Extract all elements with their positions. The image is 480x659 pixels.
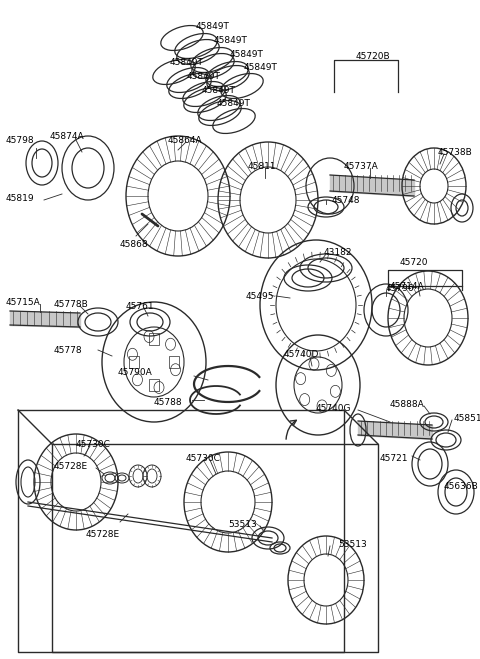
Text: 45849T: 45849T bbox=[202, 86, 236, 95]
Text: 45849T: 45849T bbox=[230, 50, 264, 59]
Text: 45849T: 45849T bbox=[214, 36, 248, 45]
Text: 45740G: 45740G bbox=[316, 404, 351, 413]
Text: 45737A: 45737A bbox=[344, 162, 379, 171]
Text: 45819: 45819 bbox=[6, 194, 35, 203]
Text: 45738B: 45738B bbox=[438, 148, 473, 157]
Text: 45720: 45720 bbox=[400, 258, 429, 267]
Text: 45748: 45748 bbox=[332, 196, 360, 205]
Text: 45730C: 45730C bbox=[76, 440, 111, 449]
Text: 53513: 53513 bbox=[338, 540, 367, 549]
Text: 45730C: 45730C bbox=[186, 454, 221, 463]
Text: 45761: 45761 bbox=[126, 302, 155, 311]
Text: 45495: 45495 bbox=[246, 292, 275, 301]
Text: 45864A: 45864A bbox=[168, 136, 203, 145]
Text: 45811: 45811 bbox=[248, 162, 276, 171]
Text: 45851: 45851 bbox=[454, 414, 480, 423]
Text: 45888A: 45888A bbox=[390, 400, 425, 409]
Text: 45721: 45721 bbox=[380, 454, 408, 463]
Text: 45798: 45798 bbox=[6, 136, 35, 145]
Text: 45788: 45788 bbox=[154, 398, 182, 407]
Text: 45874A: 45874A bbox=[50, 132, 84, 141]
Bar bbox=[169, 356, 179, 368]
Bar bbox=[149, 379, 159, 391]
Text: 45849T: 45849T bbox=[187, 72, 221, 81]
Text: 45849T: 45849T bbox=[244, 63, 278, 72]
Text: 45790A: 45790A bbox=[118, 368, 153, 377]
Text: 45720B: 45720B bbox=[356, 52, 391, 61]
Text: 45796: 45796 bbox=[386, 284, 415, 293]
Text: 45868: 45868 bbox=[120, 240, 149, 249]
Text: 43182: 43182 bbox=[324, 248, 352, 257]
Text: 45740D: 45740D bbox=[284, 350, 319, 359]
Text: 45728E: 45728E bbox=[54, 462, 88, 471]
Text: 45636B: 45636B bbox=[444, 482, 479, 491]
Text: 45714A: 45714A bbox=[390, 282, 425, 291]
Text: 45849T: 45849T bbox=[170, 58, 204, 67]
Bar bbox=[129, 356, 139, 368]
Bar bbox=[149, 333, 159, 345]
Text: 45849T: 45849T bbox=[196, 22, 230, 31]
Text: 45715A: 45715A bbox=[6, 298, 41, 307]
Text: 45728E: 45728E bbox=[86, 530, 120, 539]
Text: 53513: 53513 bbox=[228, 520, 257, 529]
Text: 45778B: 45778B bbox=[54, 300, 89, 309]
Text: 45849T: 45849T bbox=[217, 99, 251, 108]
Text: 45778: 45778 bbox=[54, 346, 83, 355]
